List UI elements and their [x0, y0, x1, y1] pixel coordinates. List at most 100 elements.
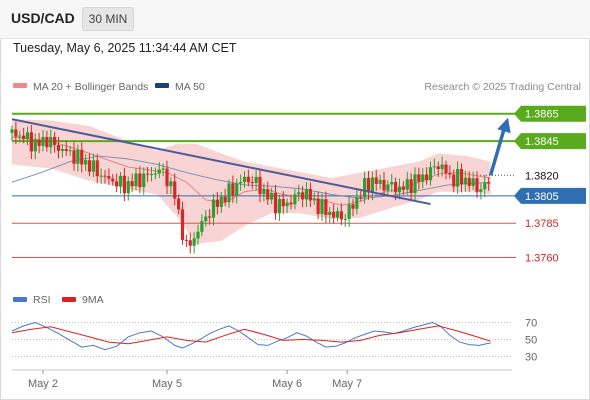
ma9-legend-label: 9MA	[82, 294, 104, 306]
x-tick-label: May 7	[332, 378, 362, 390]
candle-body	[262, 189, 266, 195]
candle-body	[103, 175, 107, 177]
x-tick-label: May 6	[272, 378, 302, 390]
candle-body	[84, 160, 88, 165]
candle-body	[471, 178, 475, 186]
symbol-label: USD/CAD	[11, 10, 75, 26]
candle-body	[444, 164, 448, 174]
candle-body	[165, 168, 169, 187]
candle-body	[56, 145, 61, 151]
candle-body	[149, 174, 154, 176]
candle-body	[14, 129, 18, 137]
candle-body	[196, 231, 200, 239]
candle-body	[53, 136, 57, 146]
trend-line	[11, 118, 431, 206]
candle-body	[432, 166, 436, 168]
candle-body	[126, 181, 130, 194]
candle-body	[111, 178, 115, 182]
projection-arrow-shaft	[488, 125, 507, 176]
timeframe-button[interactable]: 30 MIN	[82, 7, 134, 31]
candle-body	[386, 184, 390, 191]
level-label: 1.3845	[525, 136, 559, 148]
candle-body	[405, 179, 409, 190]
candle-body	[180, 209, 185, 240]
level-label: 1.3785	[525, 218, 559, 230]
candle-body	[169, 181, 173, 187]
candle-body	[146, 173, 150, 175]
candle-body	[208, 216, 212, 218]
level-tag-1.3760: 1.3760	[525, 252, 559, 264]
candle-body	[366, 178, 371, 193]
candle-body	[18, 135, 22, 137]
datetime-label: Tuesday, May 6, 2025 11:34:44 AM CET	[13, 41, 237, 55]
candle-body	[184, 239, 188, 241]
x-axis: May 2 May 5 May 6 May 7	[12, 369, 512, 390]
level-tag-bg	[514, 133, 586, 150]
candle-body	[370, 177, 374, 193]
candle-body	[390, 182, 394, 185]
candle-body	[397, 186, 402, 193]
rsi-plot-area: 70 50 30	[11, 318, 537, 364]
candle-body	[343, 218, 347, 220]
candle-body	[316, 198, 320, 214]
candle-body	[320, 199, 324, 214]
level-tag-1.3865: 1.3865	[514, 105, 586, 122]
candle-body	[359, 197, 363, 199]
ma20-legend-swatch	[13, 83, 27, 88]
level-tag-1.3805: 1.3805	[514, 187, 586, 204]
candle-body	[289, 202, 293, 205]
level-label: 1.3865	[525, 109, 559, 121]
bollinger-band	[12, 119, 491, 244]
candle-body	[409, 179, 413, 194]
candle-body	[60, 148, 64, 151]
projection-arrow-head	[497, 117, 511, 134]
candle-body	[25, 132, 30, 140]
candle-body	[297, 192, 301, 195]
candle-body	[10, 129, 14, 133]
candle-body	[467, 177, 471, 186]
candle-body	[215, 199, 219, 207]
candle-body	[328, 211, 332, 216]
level-label: 1.3820	[525, 170, 559, 182]
candle-body	[177, 198, 181, 210]
candle-body	[200, 221, 204, 232]
candle-body	[258, 176, 262, 195]
candle-body	[235, 183, 239, 196]
candle-body	[428, 167, 433, 181]
candle-body	[254, 176, 258, 183]
candle-body	[440, 164, 444, 170]
candle-body	[246, 176, 250, 183]
candle-body	[463, 177, 467, 185]
rsi-tick-label: 30	[525, 352, 537, 364]
price-legend: MA 20 + Bollinger Bands MA 50 Research ©…	[13, 81, 581, 93]
candle-body	[413, 174, 417, 194]
rsi-tick-label: 70	[525, 318, 537, 330]
rsi-tick-label: 50	[525, 335, 537, 347]
candle-body	[285, 202, 289, 207]
candle-body	[308, 189, 312, 201]
main-plot-area: 1.3865 1.3845 1.3820 1.3805 1.3785 1.3760	[10, 105, 586, 264]
candle-body	[378, 179, 382, 184]
candle-body	[421, 174, 425, 182]
candle-body	[138, 173, 142, 188]
candle-body	[49, 136, 53, 148]
candle-body	[134, 173, 138, 187]
candle-body	[118, 175, 123, 187]
candle-body	[312, 198, 316, 201]
candle-body	[332, 211, 336, 218]
candle-body	[115, 181, 119, 187]
level-tag-bg	[514, 187, 586, 204]
candle-body	[130, 181, 134, 187]
candle-body	[64, 148, 68, 151]
candle-body	[448, 173, 452, 175]
candle-body	[142, 173, 146, 188]
candle-body	[107, 176, 111, 179]
candle-body	[211, 199, 216, 218]
candle-body	[459, 169, 464, 185]
ma50-legend-swatch	[155, 83, 169, 88]
candle-body	[266, 189, 270, 200]
candle-body	[45, 137, 49, 148]
candle-body	[273, 192, 278, 214]
candle-body	[29, 132, 33, 152]
